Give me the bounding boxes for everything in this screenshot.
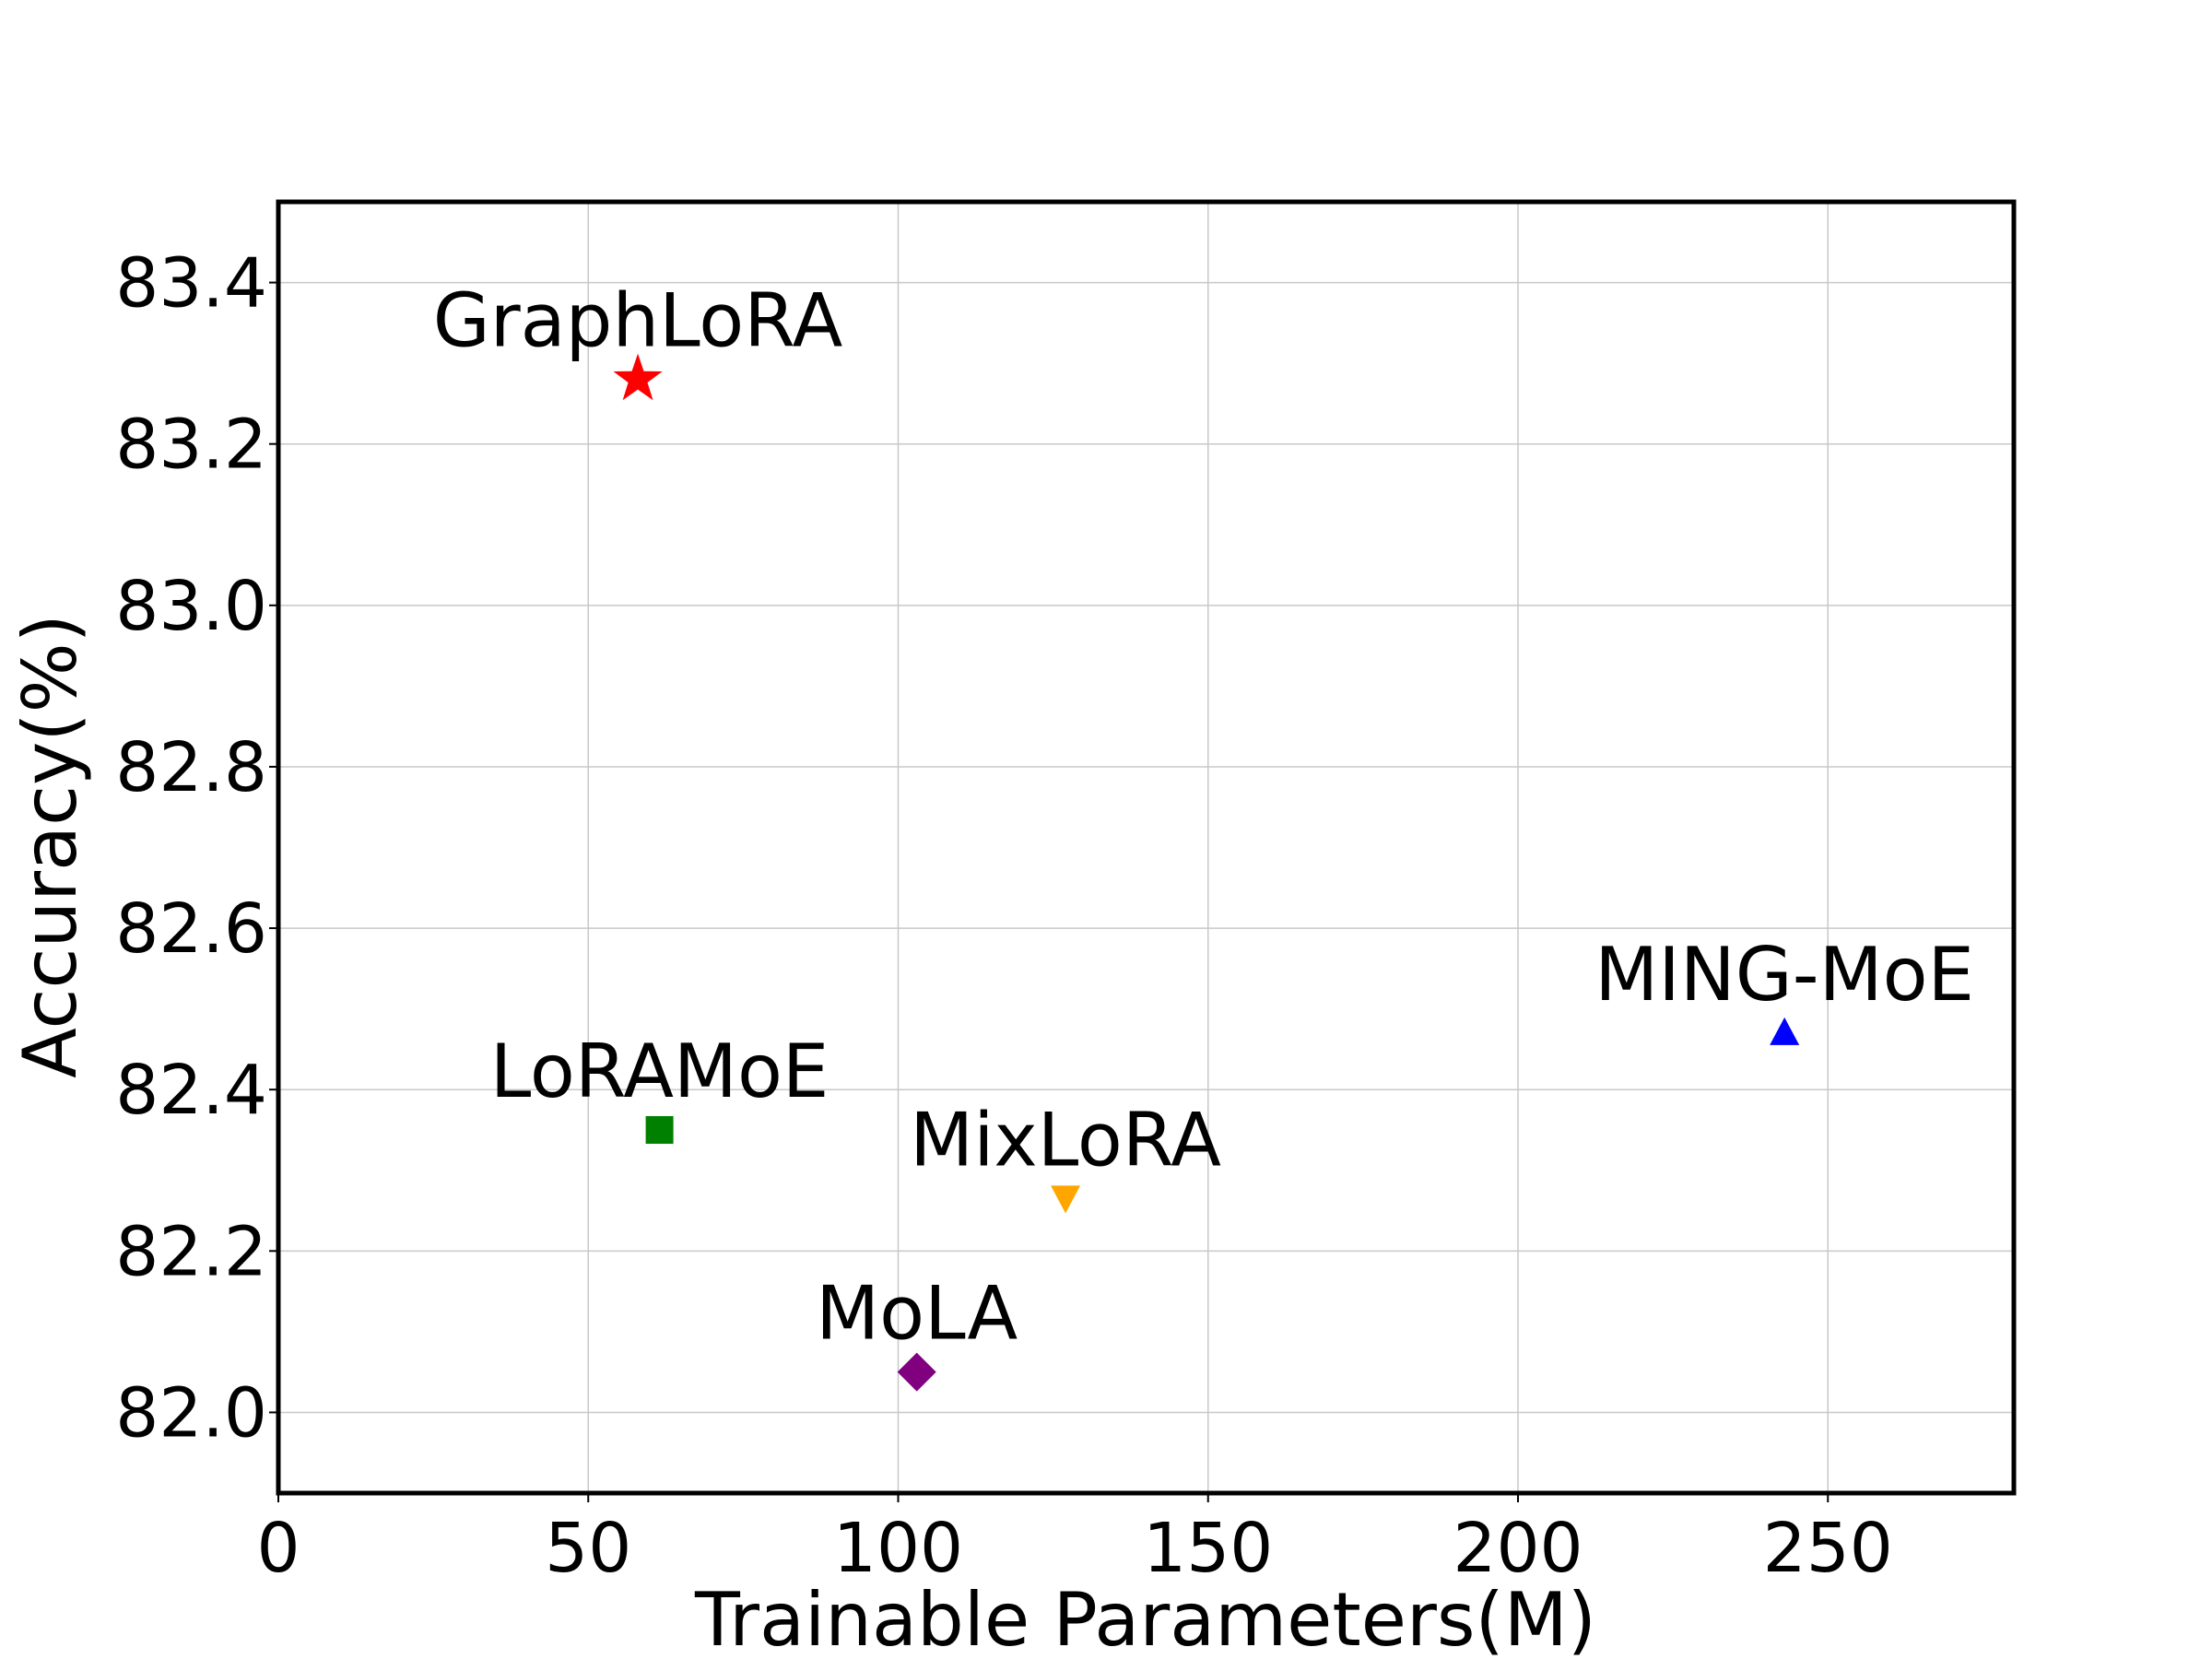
triangle-up-marker (1770, 1017, 1800, 1045)
x-tick-label: 200 (1453, 1509, 1583, 1588)
y-axis-label: Accuracy(%) (7, 614, 93, 1078)
point-label-mixlora: MixLoRA (910, 1097, 1221, 1182)
star-marker (613, 353, 663, 401)
triangle-down-marker (1051, 1185, 1081, 1214)
y-tick-label: 82.2 (115, 1212, 267, 1291)
y-tick-label: 82.8 (115, 728, 267, 807)
point-ming-moe: MING-MoE (1594, 932, 1974, 1045)
point-mixlora: MixLoRA (910, 1097, 1221, 1214)
point-label-mola: MoLA (816, 1271, 1018, 1357)
y-tick-label: 82.6 (115, 889, 267, 969)
y-axis-ticks: 82.0 82.2 82.4 82.6 82.8 83.0 83.2 83.4 (115, 244, 278, 1453)
x-axis-label: Trainable Parameters(M) (694, 1577, 1596, 1659)
point-label-graphlora: GraphLoRA (433, 278, 843, 364)
point-label-ming-moe: MING-MoE (1594, 932, 1974, 1018)
square-marker (645, 1115, 674, 1144)
point-loramoe: LoRAMoE (490, 1029, 830, 1144)
x-tick-label: 100 (833, 1509, 963, 1588)
plot-frame (276, 199, 2017, 1496)
x-tick-label: 0 (256, 1509, 300, 1588)
x-tick-label: 50 (545, 1509, 631, 1588)
diamond-marker (897, 1352, 936, 1392)
grid (278, 202, 2014, 1493)
data-points: GraphLoRA LoRAMoE MixLoRA MoLA MING-MoE (433, 278, 1974, 1392)
y-tick-label: 83.0 (115, 567, 267, 646)
y-tick-label: 82.0 (115, 1373, 267, 1453)
x-tick-label: 250 (1763, 1509, 1893, 1588)
y-tick-label: 83.4 (115, 244, 267, 324)
y-tick-label: 82.4 (115, 1051, 267, 1130)
point-mola: MoLA (816, 1271, 1018, 1392)
x-axis-ticks: 0 50 100 150 200 250 (256, 1493, 1893, 1588)
y-tick-label: 83.2 (115, 406, 267, 485)
point-graphlora: GraphLoRA (433, 278, 843, 401)
x-tick-label: 150 (1143, 1509, 1273, 1588)
point-label-loramoe: LoRAMoE (490, 1029, 830, 1114)
